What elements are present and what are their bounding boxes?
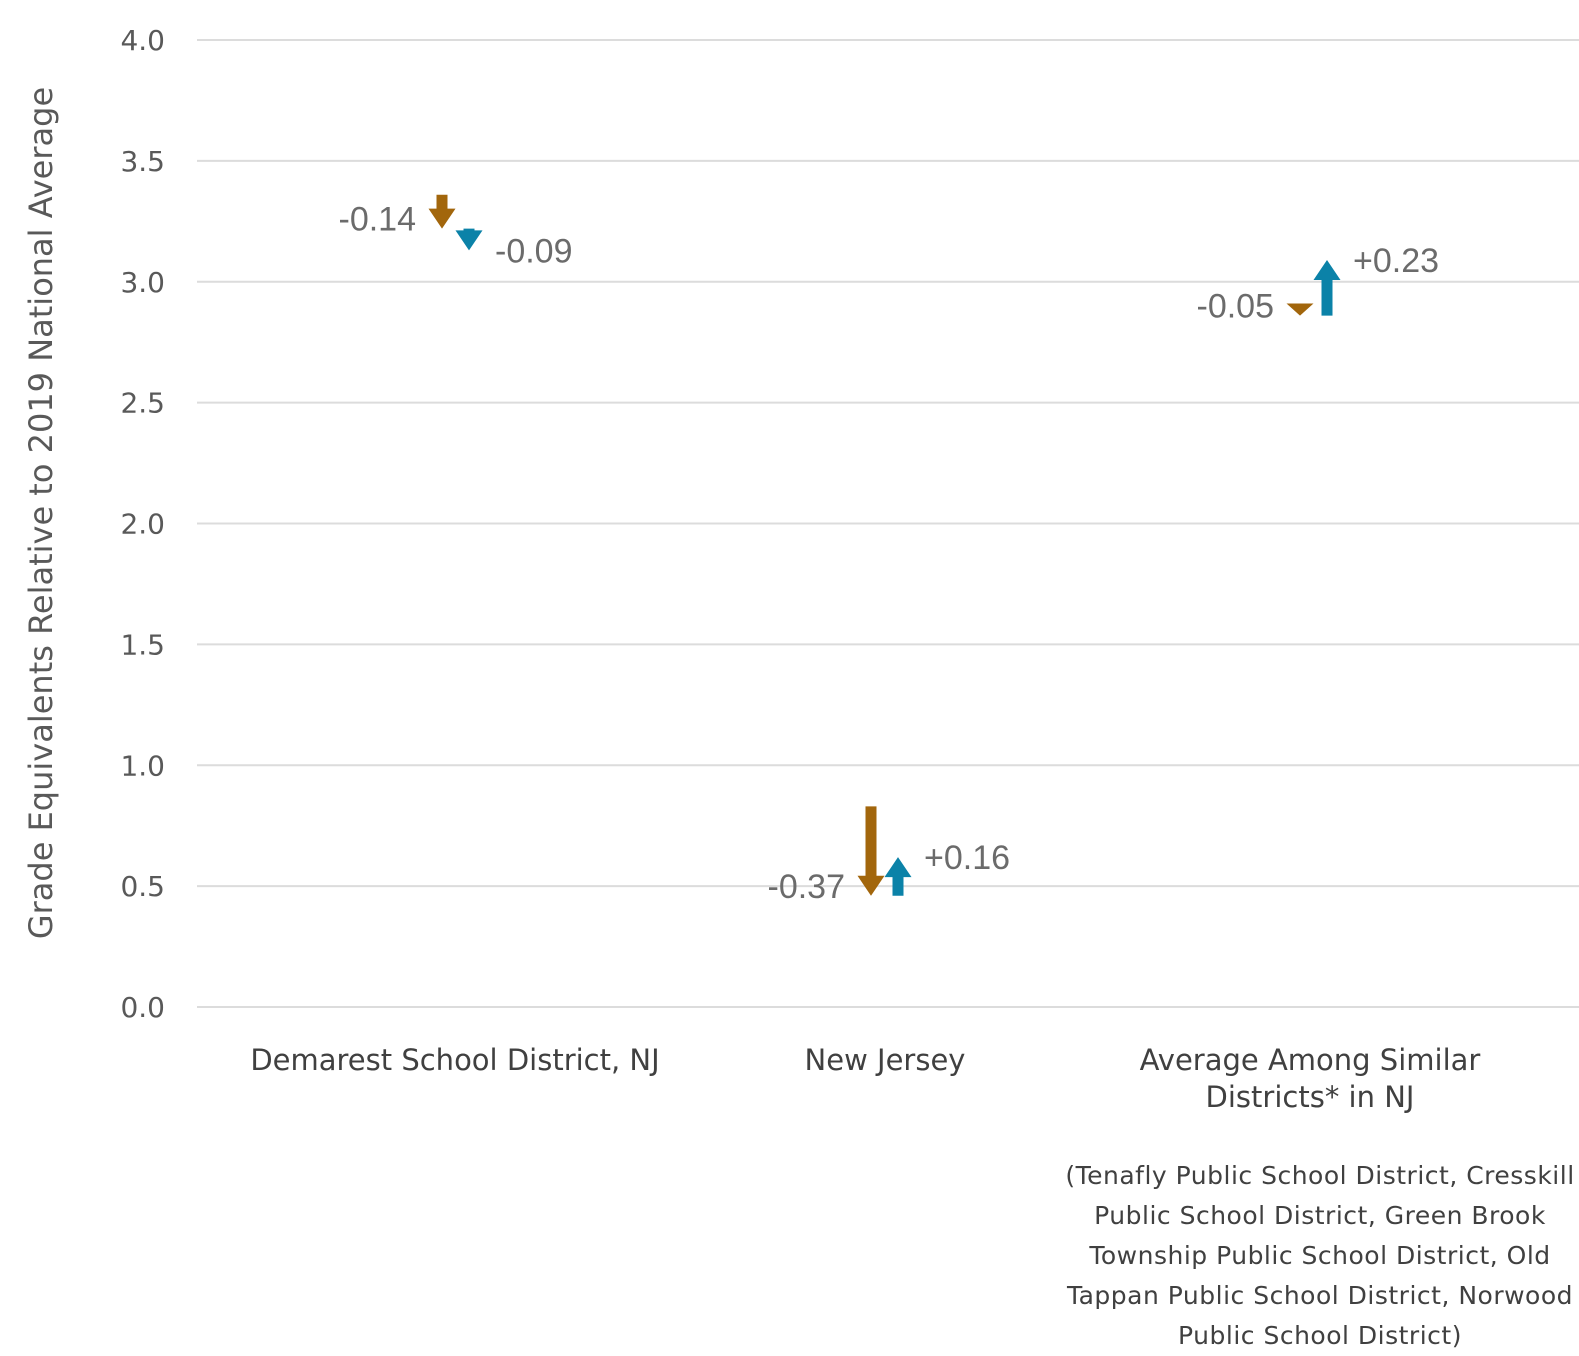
y-axis-label: Grade Equivalents Relative to 2019 Natio… <box>22 87 60 939</box>
arrow-mark <box>428 194 456 229</box>
y-tick-label: 2.0 <box>120 508 165 541</box>
arrow-mark <box>1313 259 1341 316</box>
y-tick-label: 1.0 <box>120 749 165 782</box>
footnote-line: Public School District, Green Brook <box>1094 1201 1546 1230</box>
data-label: +0.16 <box>924 839 1010 877</box>
arrow-mark <box>857 806 885 896</box>
y-tick-label: 3.0 <box>120 266 165 299</box>
arrow-marks: -0.14 -0.37 -0.05 -0.09 +0.16 +0.23 <box>339 194 1439 906</box>
category-label: Demarest School District, NJ <box>250 1043 659 1077</box>
data-label: -0.14 <box>339 201 417 239</box>
data-label: +0.23 <box>1353 242 1439 280</box>
footnote-line: Tappan Public School District, Norwood <box>1066 1281 1574 1310</box>
category-label: New Jersey <box>805 1043 966 1077</box>
arrow-mark <box>1286 303 1314 316</box>
footnote-line: Township Public School District, Old <box>1089 1241 1551 1270</box>
arrow-mark <box>884 857 912 896</box>
footnote-line: (Tenafly Public School District, Cresski… <box>1065 1161 1575 1190</box>
gridlines <box>197 39 1579 1008</box>
arrow-mark <box>455 228 483 251</box>
y-tick-label: 0.0 <box>120 991 165 1024</box>
y-tick-labels: 0.0 0.5 1.0 1.5 2.0 2.5 3.0 3.5 4.0 <box>120 24 165 1024</box>
similar-districts-footnote: (Tenafly Public School District, Cresski… <box>1060 1156 1579 1356</box>
y-tick-label: 1.5 <box>120 628 165 661</box>
category-label: Districts* in NJ <box>1206 1080 1415 1114</box>
footnote-line: Public School District) <box>1178 1321 1462 1350</box>
y-tick-label: 0.5 <box>120 870 165 903</box>
category-label: Average Among Similar <box>1140 1043 1481 1077</box>
y-tick-label: 2.5 <box>120 387 165 420</box>
y-tick-label: 4.0 <box>120 24 165 57</box>
y-tick-label: 3.5 <box>120 145 165 178</box>
data-label: -0.05 <box>1197 288 1275 326</box>
data-label: -0.09 <box>495 232 573 270</box>
category-labels: Demarest School District, NJ New Jersey Av… <box>250 1043 1480 1114</box>
data-label: -0.37 <box>768 868 846 906</box>
